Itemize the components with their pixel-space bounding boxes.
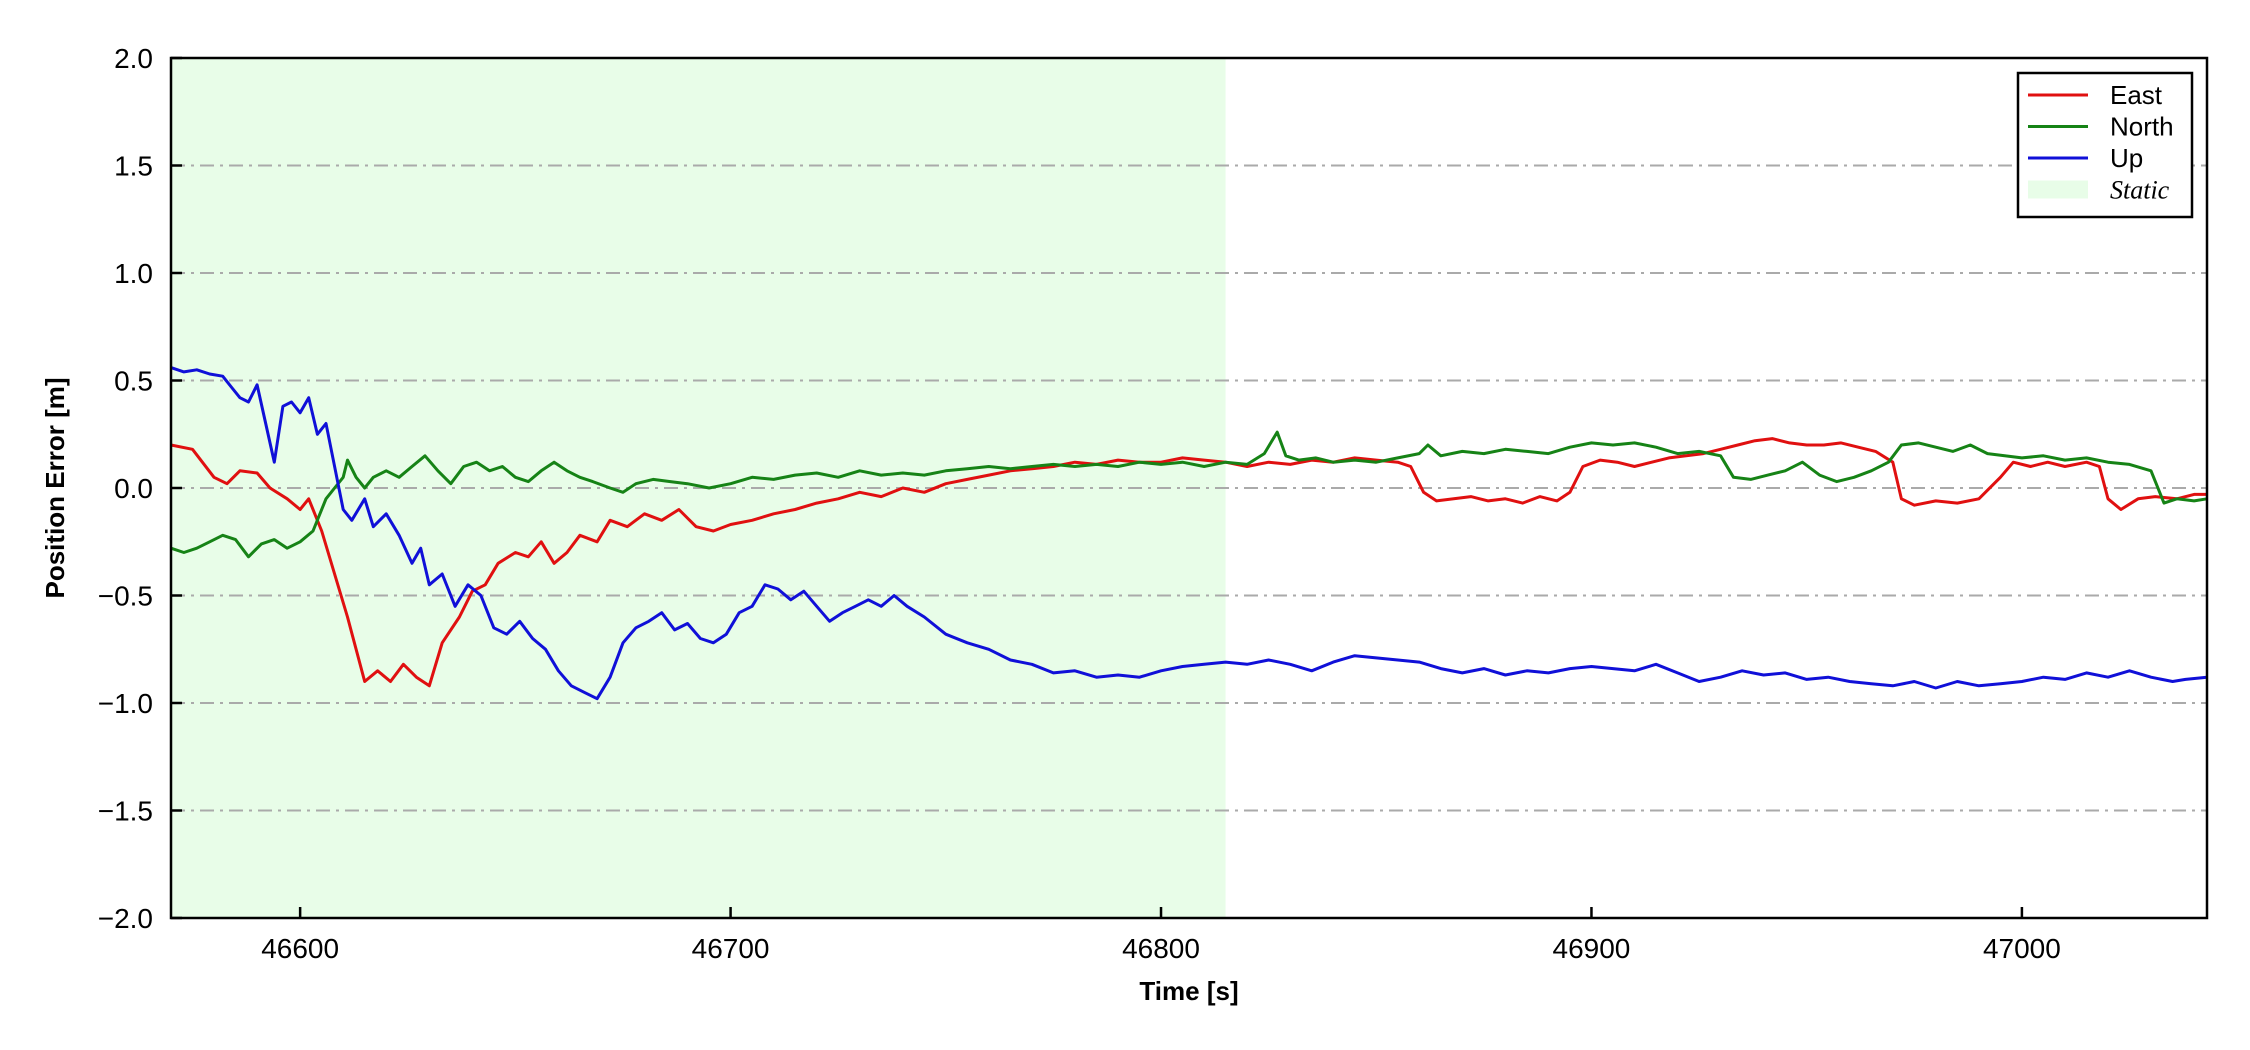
y-tick-label-8: 2.0	[114, 43, 153, 74]
x-tick-label-0: 46600	[261, 933, 339, 964]
series-layer	[170, 366, 2208, 701]
gridlines	[171, 164, 2207, 812]
y-tick-label-0: −2.0	[98, 903, 153, 934]
x-tick-label-3: 46900	[1553, 933, 1631, 964]
y-tick-label-7: 1.5	[114, 151, 153, 182]
x-tick-label-4: 47000	[1983, 933, 2061, 964]
y-tick-label-4: 0.0	[114, 473, 153, 504]
y-tick-label-5: 0.5	[114, 366, 153, 397]
series-line-east	[170, 437, 2207, 688]
legend-swatch-static	[2028, 180, 2088, 199]
y-tick-label-6: 1.0	[114, 258, 153, 289]
series-line-up	[170, 366, 2208, 701]
legend-label-up: Up	[2110, 143, 2143, 173]
y-tick-label-3: −0.5	[98, 581, 153, 612]
series-line-north	[170, 430, 2208, 559]
y-tick-label-2: −1.0	[98, 688, 153, 719]
legend-label-static: Static	[2110, 176, 2170, 205]
y-tick-label-1: −1.5	[98, 796, 153, 827]
x-tick-label-2: 46800	[1122, 933, 1200, 964]
x-tick-label-1: 46700	[692, 933, 770, 964]
legend-label-east: East	[2110, 80, 2163, 110]
x-axis-label: Time [s]	[1139, 976, 1238, 1006]
ticks-layer: 46600 46700 46800 46900 47000 −2.0 −1.5 −1.0 −0.…	[98, 43, 2061, 964]
legend-label-north: North	[2110, 112, 2174, 142]
y-axis-label: Position Error [m]	[40, 377, 70, 598]
